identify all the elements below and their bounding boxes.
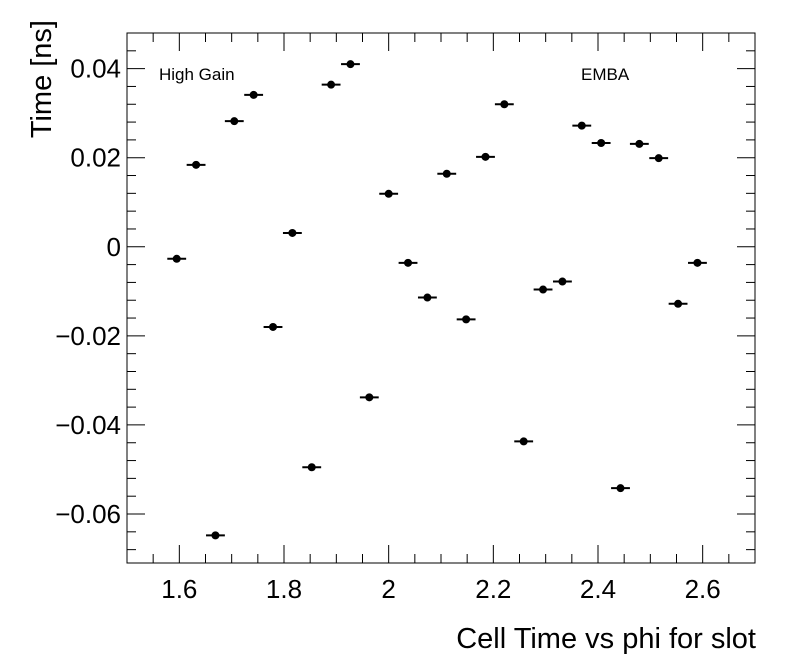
y-tick-label: −0.06: [55, 499, 121, 529]
x-tick-label: 2.4: [580, 574, 616, 604]
data-point: [688, 258, 707, 267]
data-point: [533, 285, 553, 294]
data-point: [341, 60, 360, 69]
data-point: [167, 254, 187, 263]
x-tick-label: 1.8: [266, 574, 302, 604]
point-marker: [442, 169, 451, 178]
data-point: [359, 393, 379, 402]
data-point: [224, 117, 244, 126]
plot-frame: [126, 32, 756, 564]
data-point: [552, 277, 572, 286]
point-marker: [230, 117, 239, 126]
point-marker: [519, 437, 528, 446]
data-point: [629, 139, 649, 148]
point-marker: [249, 90, 258, 99]
y-tick-label: −0.02: [55, 321, 121, 351]
data-point: [321, 80, 341, 89]
data-point: [591, 139, 611, 148]
point-marker: [172, 254, 181, 263]
annotation-high-gain: High Gain: [159, 65, 235, 84]
point-marker: [462, 315, 471, 324]
point-marker: [365, 393, 374, 402]
point-marker: [558, 277, 567, 286]
data-point: [244, 90, 264, 99]
y-tick-label: −0.04: [55, 410, 121, 440]
y-axis-title: Time [ns]: [26, 20, 58, 138]
point-marker: [288, 228, 297, 237]
y-tick-label: 0.04: [70, 54, 121, 84]
x-tick-label: 2.6: [685, 574, 721, 604]
data-point: [186, 160, 206, 169]
point-marker: [597, 139, 606, 148]
point-marker: [269, 322, 278, 331]
point-marker: [481, 152, 490, 161]
data-point: [668, 299, 688, 308]
point-marker: [346, 60, 355, 69]
data-point: [649, 154, 669, 163]
point-marker: [423, 293, 432, 302]
axis-ticks: [126, 32, 756, 563]
data-point: [611, 484, 630, 493]
point-marker: [327, 80, 336, 89]
data-point: [398, 258, 418, 267]
point-marker: [404, 258, 413, 267]
point-marker: [616, 484, 625, 493]
point-marker: [307, 463, 316, 472]
data-point: [437, 169, 457, 178]
x-axis-title: Cell Time vs phi for slot: [456, 623, 756, 655]
data-point: [379, 189, 399, 198]
point-marker: [635, 139, 644, 148]
point-marker: [192, 160, 201, 169]
point-marker: [693, 258, 702, 267]
point-marker: [577, 121, 586, 130]
point-marker: [211, 531, 220, 540]
data-point: [572, 121, 592, 130]
y-tick-label: 0.02: [70, 143, 121, 173]
y-tick-label: 0: [107, 232, 121, 262]
data-point: [417, 293, 437, 302]
data-point: [456, 315, 476, 324]
point-marker: [384, 189, 393, 198]
data-point: [302, 463, 322, 472]
x-tick-label: 2.2: [475, 574, 511, 604]
data-point: [263, 322, 283, 331]
annotation-emba: EMBA: [581, 65, 630, 84]
data-point: [494, 100, 514, 109]
axis-tick-labels: 1.6 1.8 2 2.2 2.4 2.6 −0.06 −0.04 −0.02 0 0.02 0.04: [55, 54, 721, 604]
data-point: [514, 437, 534, 446]
data-point: [206, 531, 225, 540]
point-marker: [674, 299, 683, 308]
data-points: [167, 60, 707, 540]
point-marker: [539, 285, 548, 294]
data-point: [476, 152, 495, 161]
x-tick-label: 2: [381, 574, 395, 604]
data-point: [282, 228, 302, 237]
point-marker: [654, 154, 663, 163]
x-tick-label: 1.6: [161, 574, 197, 604]
point-marker: [500, 100, 509, 109]
